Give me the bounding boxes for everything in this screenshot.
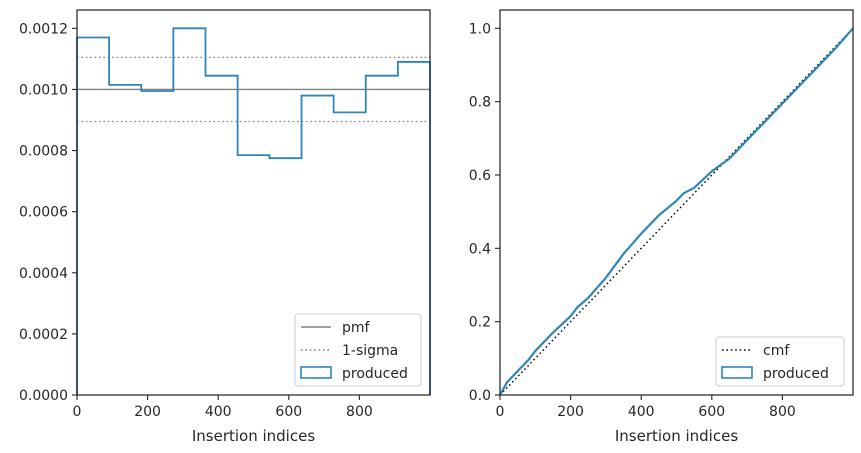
y-tick-label: 0.8 xyxy=(469,95,491,111)
legend-handle-produced xyxy=(721,366,753,379)
legend-frame xyxy=(715,336,845,387)
x-tick-label: 600 xyxy=(698,404,725,420)
y-tick-label: 0.0006 xyxy=(19,205,68,221)
legend-label-pmf: pmf xyxy=(342,320,371,336)
y-tick-label: 0.0008 xyxy=(19,144,68,160)
legend-label-1-sigma: 1-sigma xyxy=(342,343,398,359)
x-axis-label: Insertion indices xyxy=(615,427,738,445)
x-tick-label: 400 xyxy=(205,404,232,420)
axes-frame xyxy=(499,9,854,396)
x-tick-label: 0 xyxy=(496,404,505,420)
legend: cmf produced xyxy=(715,336,845,387)
legend-label-produced: produced xyxy=(342,366,408,382)
legend-frame xyxy=(294,313,422,387)
x-tick-label: 200 xyxy=(557,404,584,420)
x-tick-label: 600 xyxy=(275,404,302,420)
y-tick-label: 0.0000 xyxy=(19,388,68,404)
series-produced-curve xyxy=(499,27,854,396)
x-tick-label: 800 xyxy=(346,404,373,420)
x-tick-label: 0 xyxy=(73,404,82,420)
y-tick-label: 0.0010 xyxy=(19,82,68,98)
chart-panel-2: 0 200 400 600 800 0.0 0.2 0.4 0.6 0.8 1.0 Insertion… xyxy=(469,9,854,445)
chart-panel-1: 0 200 400 600 800 0.0000 0.0002 0.0004 0.0006 0.0… xyxy=(19,9,431,445)
x-tick-label: 400 xyxy=(628,404,655,420)
legend: pmf 1-sigma produced xyxy=(294,313,422,387)
legend-label-cmf: cmf xyxy=(763,343,790,359)
series-cmf-curve xyxy=(499,27,854,396)
x-axis-label: Insertion indices xyxy=(192,427,315,445)
axes-frame xyxy=(76,9,431,396)
series-produced-histogram xyxy=(76,27,431,395)
legend-handle-produced xyxy=(300,366,332,379)
y-tick-label: 0.4 xyxy=(469,241,491,257)
legend-label-produced: produced xyxy=(763,366,829,382)
y-tick-label: 0.0012 xyxy=(19,21,68,37)
y-tick-label: 0.2 xyxy=(469,315,491,331)
y-tick-label: 0.0002 xyxy=(19,327,68,343)
y-tick-label: 0.6 xyxy=(469,168,491,184)
y-tick-label: 0.0004 xyxy=(19,266,68,282)
y-tick-label: 0.0 xyxy=(469,388,491,404)
x-tick-label: 800 xyxy=(769,404,796,420)
y-tick-label: 1.0 xyxy=(469,21,491,37)
x-tick-label: 200 xyxy=(134,404,161,420)
